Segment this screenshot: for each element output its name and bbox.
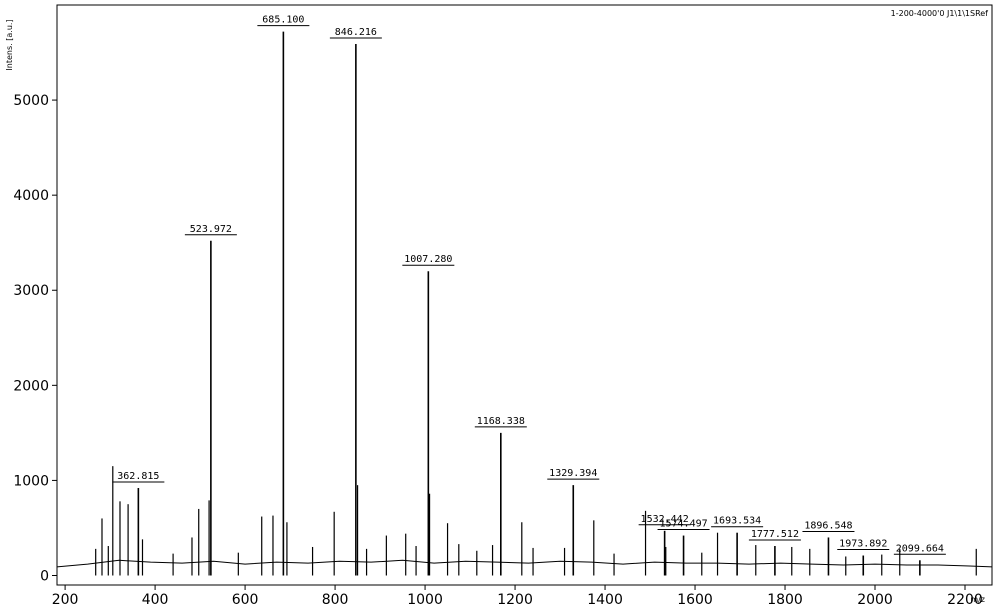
y-tick-label: 5000 [13, 93, 49, 109]
peak-label: 1896.548 [804, 520, 852, 531]
x-tick-label: 2000 [857, 592, 893, 608]
peak-label: 1007.280 [404, 254, 452, 265]
baseline-noise [56, 559, 993, 568]
peak-label: 1973.892 [839, 539, 887, 550]
x-tick-label: 1800 [767, 592, 803, 608]
peak-label: 1574.497 [659, 519, 707, 530]
peak-label: 1532.442 [641, 514, 689, 525]
x-tick-label: 200 [52, 592, 79, 608]
x-tick-label: 800 [322, 592, 349, 608]
y-tick-label: 0 [40, 568, 49, 584]
y-tick-label: 1000 [13, 473, 49, 489]
x-tick-label: 400 [142, 592, 169, 608]
peak-label: 2099.664 [896, 543, 944, 554]
y-tick-label: 3000 [13, 283, 49, 299]
x-tick-label: 600 [232, 592, 259, 608]
y-tick-label: 4000 [13, 188, 49, 204]
spectrum-note: 1-200-4000'0 J1\1\1SRef [891, 9, 989, 18]
peak-label: 362.815 [117, 471, 159, 482]
peak-label: 1777.512 [751, 529, 799, 540]
x-tick-label: 1000 [407, 592, 443, 608]
peak-label: 1329.394 [549, 468, 597, 479]
plot-frame [56, 4, 993, 586]
y-axis-label: Intens. [a.u.] [5, 19, 14, 70]
peak-label: 846.216 [335, 27, 377, 38]
peak-label: 523.972 [190, 224, 232, 235]
y-tick-label: 2000 [13, 378, 49, 394]
x-axis-label: m/z [970, 595, 985, 604]
peak-label: 685.100 [262, 15, 304, 26]
x-tick-label: 1200 [497, 592, 533, 608]
peak-label: 1693.534 [713, 516, 761, 527]
x-tick-label: 1400 [587, 592, 623, 608]
peak-label: 1168.338 [477, 416, 525, 427]
x-tick-label: 1600 [677, 592, 713, 608]
x-tick-label: 2200 [947, 592, 983, 608]
